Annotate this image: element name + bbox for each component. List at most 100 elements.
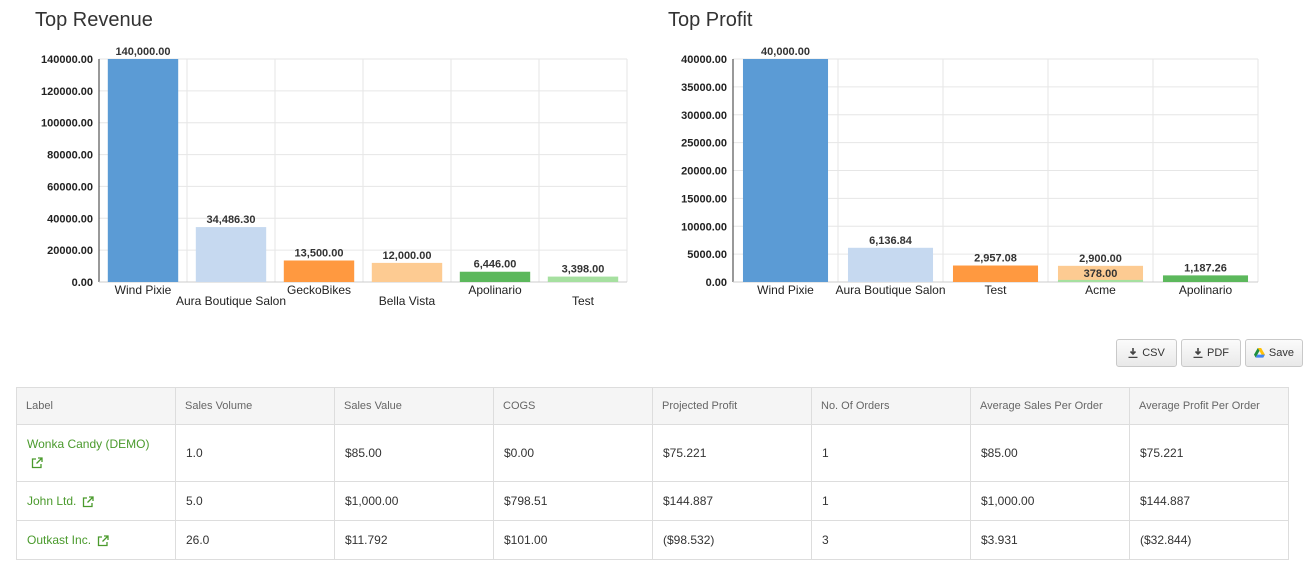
x-tick-label: Acme — [1085, 283, 1116, 297]
y-tick-label: 0.00 — [706, 277, 727, 289]
bar[interactable] — [952, 265, 1039, 282]
profit-chart-title: Top Profit — [668, 9, 753, 31]
table-cell: 1.0 — [175, 424, 335, 482]
bar-value-label: 2,957.08 — [974, 253, 1017, 265]
y-tick-label: 20000.00 — [47, 245, 93, 257]
y-tick-label: 80000.00 — [47, 150, 93, 162]
table-cell: $1,000.00 — [970, 481, 1130, 521]
row-label-link[interactable]: Wonka Candy (DEMO) — [27, 437, 150, 451]
y-tick-label: 100000.00 — [41, 118, 93, 130]
overlay-value-label: 378.00 — [1084, 268, 1118, 280]
bar-value-label: 1,187.26 — [1184, 262, 1227, 274]
column-header[interactable]: Sales Volume — [175, 387, 335, 425]
csv-button[interactable]: CSV — [1116, 339, 1177, 367]
external-link-icon[interactable] — [31, 457, 43, 469]
table-row: Outkast Inc. 26.0 $11.792 $101.00 ($98.532) 3… — [16, 520, 1289, 560]
bar-value-label: 40,000.00 — [761, 46, 810, 58]
table-cell: ($98.532) — [652, 520, 812, 560]
profit-bar-chart: 0.00 5000.00 10000.00 15000.00 20000.00 25000… — [681, 46, 1259, 297]
x-tick-label: Aura Boutique Salon — [835, 283, 945, 297]
y-tick-label: 15000.00 — [681, 193, 727, 205]
bar-value-label: 6,446.00 — [474, 259, 517, 271]
y-tick-label: 10000.00 — [681, 221, 727, 233]
x-tick-label: Apolinario — [468, 283, 522, 297]
save-button-label: Save — [1268, 347, 1294, 359]
google-drive-icon — [1254, 347, 1265, 358]
x-tick-label: Bella Vista — [379, 294, 436, 308]
csv-button-label: CSV — [1142, 347, 1165, 359]
column-header[interactable]: Sales Value — [334, 387, 494, 425]
table-cell: 1 — [811, 481, 971, 521]
bar-value-label: 12,000.00 — [383, 250, 432, 262]
y-tick-label: 20000.00 — [681, 166, 727, 178]
external-link-icon[interactable] — [97, 535, 109, 547]
row-label-link[interactable]: Outkast Inc. — [27, 533, 92, 547]
bar[interactable] — [459, 271, 531, 282]
bar-value-label: 13,500.00 — [295, 247, 344, 259]
x-tick-label: GeckoBikes — [287, 283, 351, 297]
table-cell: $144.887 — [1129, 481, 1289, 521]
x-tick-label: Wind Pixie — [757, 283, 814, 297]
bar[interactable] — [195, 227, 267, 282]
table-cell: $85.00 — [970, 424, 1130, 482]
bar[interactable] — [847, 247, 934, 282]
table-cell: $75.221 — [1129, 424, 1289, 482]
y-tick-label: 35000.00 — [681, 82, 727, 94]
y-tick-label: 25000.00 — [681, 138, 727, 150]
bar-value-label: 140,000.00 — [115, 46, 170, 58]
table-cell: 1 — [811, 424, 971, 482]
x-tick-label: Apolinario — [1179, 283, 1233, 297]
row-label-cell: John Ltd. — [16, 481, 176, 521]
save-button[interactable]: Save — [1245, 339, 1303, 367]
table-cell: $85.00 — [334, 424, 494, 482]
bar[interactable] — [742, 59, 829, 282]
y-tick-label: 30000.00 — [681, 110, 727, 122]
table-cell: ($32.844) — [1129, 520, 1289, 560]
download-icon — [1128, 348, 1138, 358]
bar[interactable] — [283, 260, 355, 282]
y-tick-label: 60000.00 — [47, 181, 93, 193]
x-tick-label: Wind Pixie — [115, 283, 172, 297]
y-tick-label: 140000.00 — [41, 54, 93, 66]
bar[interactable] — [107, 59, 179, 282]
bar[interactable] — [547, 276, 619, 282]
bar[interactable] — [371, 262, 443, 282]
pdf-button-label: PDF — [1207, 347, 1229, 359]
table-header-row: Label Sales Volume Sales Value COGS Projecte… — [16, 387, 1289, 425]
row-label-cell: Outkast Inc. — [16, 520, 176, 560]
y-tick-label: 120000.00 — [41, 86, 93, 98]
external-link-icon[interactable] — [82, 496, 95, 508]
bar-value-label: 3,398.00 — [562, 264, 605, 276]
table-cell: $144.887 — [652, 481, 812, 521]
table-cell: $11.792 — [334, 520, 494, 560]
table-cell: 5.0 — [175, 481, 335, 521]
pdf-button[interactable]: PDF — [1181, 339, 1241, 367]
revenue-chart-title: Top Revenue — [35, 9, 153, 31]
bar[interactable] — [1162, 275, 1249, 282]
column-header[interactable]: No. Of Orders — [811, 387, 971, 425]
column-header[interactable]: Projected Profit — [652, 387, 812, 425]
column-header[interactable]: COGS — [493, 387, 653, 425]
download-icon — [1193, 348, 1203, 358]
report-table: Label Sales Volume Sales Value COGS Projecte… — [16, 387, 1289, 560]
x-tick-label: Aura Boutique Salon — [176, 294, 286, 308]
table-row: John Ltd. 5.0 $1,000.00 $798.51 $144.887 1 $1,… — [16, 481, 1289, 521]
table-cell: $1,000.00 — [334, 481, 494, 521]
y-tick-label: 5000.00 — [687, 249, 727, 261]
column-header[interactable]: Label — [16, 387, 176, 425]
bar-value-label: 34,486.30 — [207, 214, 256, 226]
overlay-bar[interactable] — [1057, 279, 1144, 282]
table-cell: 3 — [811, 520, 971, 560]
revenue-bar-chart: 0.00 20000.00 40000.00 60000.00 80000.00 1000… — [41, 46, 628, 308]
bar-value-label: 2,900.00 — [1079, 253, 1122, 265]
table-cell: $0.00 — [493, 424, 653, 482]
table-row: Wonka Candy (DEMO) 1.0 $85.00 $0.00 $75.221 1… — [16, 424, 1289, 482]
y-tick-label: 40000.00 — [47, 213, 93, 225]
row-label-cell: Wonka Candy (DEMO) — [16, 424, 176, 482]
bar[interactable] — [1057, 265, 1144, 282]
column-header[interactable]: Average Profit Per Order — [1129, 387, 1289, 425]
table-cell: $75.221 — [652, 424, 812, 482]
row-label-link[interactable]: John Ltd. — [27, 494, 77, 508]
column-header[interactable]: Average Sales Per Order — [970, 387, 1130, 425]
table-cell: $798.51 — [493, 481, 653, 521]
